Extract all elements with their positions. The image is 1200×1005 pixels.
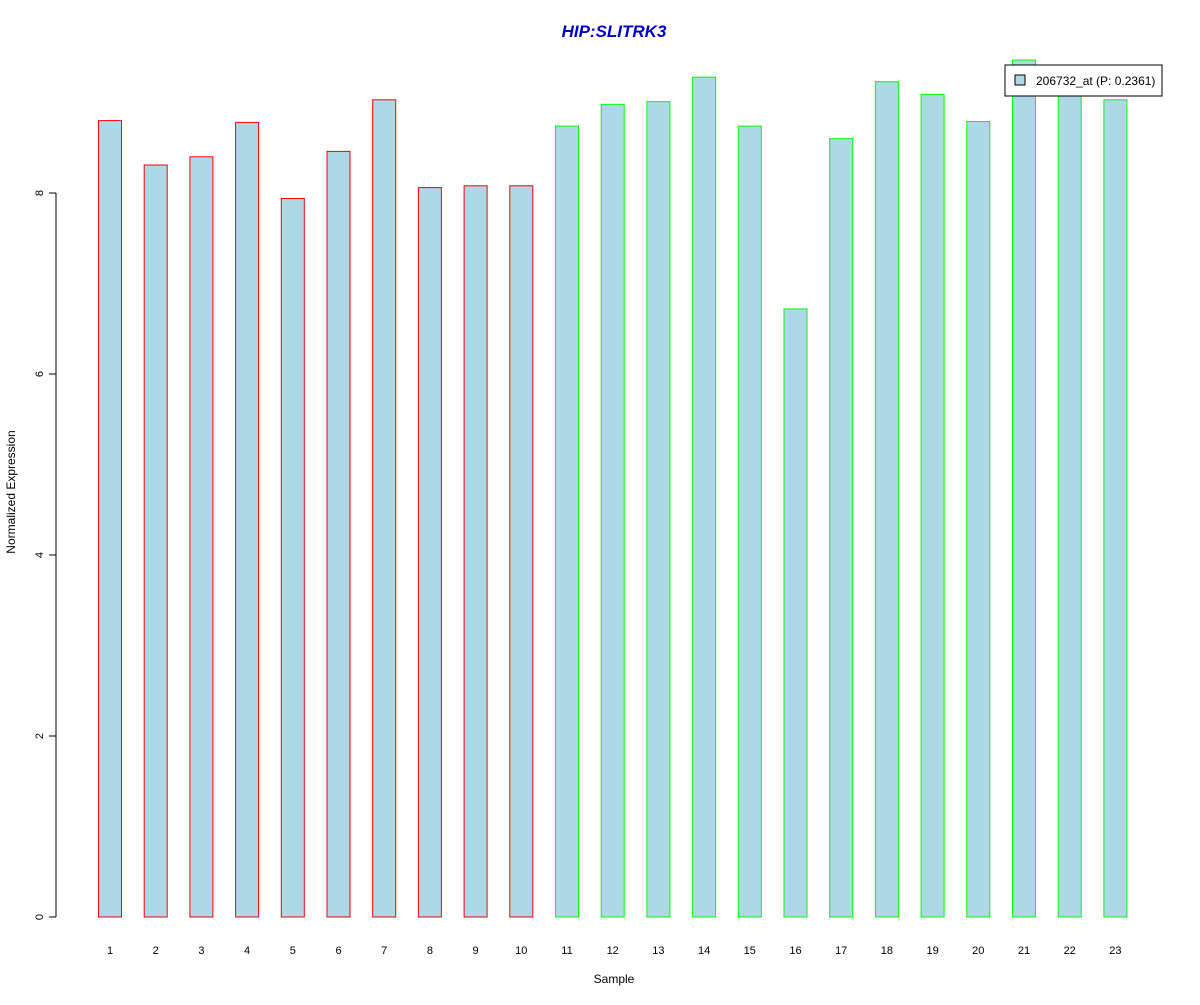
bar (280, 198, 305, 918)
bar (555, 125, 579, 918)
bar (692, 76, 717, 918)
legend: 206732_at (P: 0.2361) (1004, 64, 1163, 97)
x-tick-label: 3 (198, 945, 204, 957)
x-tick-label: 7 (381, 945, 387, 957)
bar (235, 121, 260, 918)
y-tick-label: 0 (34, 914, 46, 920)
x-tick-label: 6 (335, 945, 341, 957)
bar (143, 164, 168, 918)
bar (829, 138, 854, 918)
legend-box (1004, 64, 1163, 97)
x-tick-label: 9 (473, 945, 479, 957)
bar (874, 81, 899, 918)
y-tick-label: 2 (34, 733, 46, 739)
bar (783, 308, 808, 918)
y-tick-label: 8 (34, 190, 46, 196)
y-tick-label: 4 (34, 552, 46, 558)
x-tick-label: 11 (561, 945, 572, 957)
bar (966, 121, 991, 918)
x-tick-label: 2 (153, 945, 159, 957)
bar (417, 187, 442, 918)
bar (1012, 59, 1036, 918)
bar (646, 101, 671, 918)
x-tick-label: 21 (1018, 945, 1030, 957)
bar (98, 120, 122, 918)
bar (1103, 99, 1128, 918)
x-tick-label: 22 (1064, 945, 1076, 957)
x-tick-label: 19 (926, 945, 938, 957)
bar (920, 93, 945, 918)
bar (372, 99, 397, 918)
x-tick-label: 12 (607, 945, 619, 957)
x-tick-label: 8 (427, 945, 433, 957)
bar (600, 103, 625, 918)
x-tick-label: 18 (881, 945, 893, 957)
x-tick-label: 10 (515, 945, 527, 957)
bar (463, 185, 488, 918)
x-tick-label: 14 (698, 945, 710, 957)
x-tick-label: 23 (1109, 945, 1121, 957)
bar (737, 125, 762, 918)
x-tick-label: 4 (244, 945, 250, 957)
legend-swatch (1014, 74, 1026, 86)
x-tick-label: 15 (744, 945, 756, 957)
x-tick-label: 17 (835, 945, 847, 957)
x-axis-label: Sample (594, 972, 635, 986)
legend-label: 206732_at (P: 0.2361) (1036, 74, 1155, 88)
y-tick-label: 6 (34, 371, 46, 377)
x-tick-label: 20 (972, 945, 984, 957)
x-tick-label: 16 (789, 945, 801, 957)
bar (1057, 91, 1082, 918)
bar (509, 185, 534, 918)
x-tick-label: 13 (652, 945, 664, 957)
x-tick-labels: 1 2 3 4 5 6 7 8 9 10 11 12 13 14 15 16 17 18 19 20 21 22 23 (107, 945, 1122, 957)
bar (326, 150, 351, 918)
x-tick-label: 1 (107, 945, 113, 957)
bar (189, 156, 214, 918)
chart-title: HIP:SLITRK3 (562, 22, 667, 41)
bars (98, 59, 1128, 918)
x-tick-label: 5 (290, 945, 296, 957)
y-axis-label: Normalized Expression (4, 430, 18, 553)
y-axis: 0 2 4 6 8 (34, 190, 57, 920)
